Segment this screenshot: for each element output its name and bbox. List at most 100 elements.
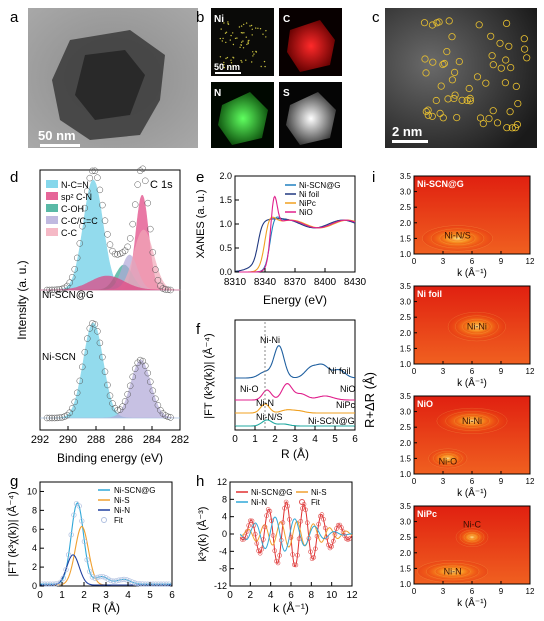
wavelet-x-tick-label: 12: [526, 477, 535, 486]
ni-dot: [251, 61, 253, 63]
r-space-fit-point: [137, 581, 143, 587]
r-space-line: [40, 525, 172, 586]
ft-x-tick-label: 6: [352, 434, 358, 445]
r-space-legend-label: Ni-SCN@G: [114, 486, 155, 495]
atom-marker: [432, 96, 440, 105]
wavelet-y-tick-label: 2.5: [400, 423, 412, 432]
panel-label-e: e: [196, 169, 204, 186]
wavelet-x-tick-label: 6: [470, 587, 475, 596]
xps-data-point: [126, 235, 134, 242]
ni-dot: [265, 30, 267, 32]
r-space-legend-label: Fit: [114, 516, 124, 525]
h-x-tick-label: 4: [268, 590, 274, 601]
xps-data-point: [76, 240, 84, 247]
k-space-fit-point: [243, 534, 248, 539]
r-space-fit-point: [79, 518, 85, 524]
ni-dot: [245, 59, 247, 61]
ni-dot: [232, 32, 234, 34]
xps-data-point: [152, 266, 159, 273]
wavelet-maps: Ni-SCN@G Ni-N/S 1.0 1.5 2.0 2.5 3.0 3.5 0 3 6 9 12 k …: [400, 172, 535, 609]
xps-component: [40, 275, 180, 291]
xanes-x-tick-label: 8340: [254, 277, 277, 288]
wavelet-annotation: Ni-N: [444, 567, 462, 577]
xps-data-point: [53, 286, 61, 293]
xps-data-point: [43, 414, 51, 422]
ft-x-tick-label: 2: [272, 434, 278, 445]
xps-legend-label: sp² C-N: [61, 192, 92, 202]
xanes-y-tick-label: 0.0: [219, 267, 232, 277]
xps-data-point: [114, 406, 121, 414]
xps-legend-swatch: [46, 228, 58, 236]
xps-data-point: [71, 266, 78, 273]
panel-label-b: b: [196, 9, 204, 26]
atom-marker: [493, 119, 502, 127]
r-space-legend-label: Ni-S: [114, 496, 130, 505]
h-x-tick-label: 0: [227, 590, 233, 601]
r-space-fit-point: [44, 581, 51, 587]
xps-data-point: [157, 282, 164, 290]
xps-data-point: [134, 181, 141, 188]
wavelet-x-tick-label: 12: [526, 257, 535, 266]
f-annot-ni-o: Ni-O: [240, 384, 259, 394]
ni-dot: [225, 57, 227, 60]
r-space-fit-point: [108, 577, 114, 584]
wavelet-y-tick-label: 2.0: [400, 329, 412, 338]
xps-data-point: [162, 286, 169, 293]
xps-legend-label: N-C=N: [61, 180, 89, 190]
xanes-line: [234, 218, 356, 272]
wavelet-x-tick-label: 9: [499, 587, 504, 596]
wavelet-y-tick-label: 2.5: [400, 533, 412, 542]
panel-f: f 0 1 2 3 4 5 6 Ni-Ni Ni foil Ni-O NiO Ni-N Ni…: [196, 319, 358, 461]
xps-data-point: [119, 403, 126, 410]
ni-dot: [243, 32, 245, 34]
xps-data-point: [139, 165, 147, 173]
xps-data-point: [48, 286, 56, 294]
xps-data-point: [86, 325, 94, 332]
r-space-fit-point: [142, 581, 148, 587]
k-space-fit-curves: [239, 499, 353, 568]
ni-dot: [230, 59, 232, 61]
wavelet-y-tick-label: 3.5: [400, 172, 412, 181]
xanes-x-tick-label: 8370: [284, 277, 307, 288]
atom-marker: [443, 47, 451, 56]
r-space-fit-point: [60, 575, 66, 581]
r-space-fit-point: [58, 579, 64, 585]
panel-b: b Ni 50 nm C N S: [196, 8, 342, 148]
wavelet-annotation: Ni-O: [439, 457, 458, 467]
r-space-fit-curves: [39, 500, 172, 587]
xps-tick-label: 284: [143, 434, 161, 446]
xanes-y-tick-label: 0.5: [219, 243, 232, 253]
eds-label-ni: Ni: [214, 14, 224, 25]
k-space-fit-point: [295, 552, 300, 558]
ft-y-label: |FT (k³χ(k))| (Å⁻⁴): [202, 333, 215, 418]
ni-dot: [259, 28, 262, 30]
ni-dot: [239, 46, 241, 48]
ni-dot: [255, 50, 257, 53]
atom-marker: [506, 108, 514, 116]
ft-x-tick-label: 1: [252, 434, 258, 445]
xps-data-point: [101, 217, 109, 224]
xps-data-point: [121, 247, 129, 254]
xps-data-point: [129, 373, 136, 381]
atom-marker: [436, 109, 444, 118]
wavelet-x-label: k (Å⁻¹): [457, 596, 487, 609]
wavelet-y-tick-label: 1.5: [400, 454, 412, 463]
ni-dot: [240, 44, 242, 46]
k-space-fit-point: [257, 550, 263, 556]
f-annot-ni-foil: Ni foil: [328, 366, 351, 376]
ni-dot: [262, 33, 264, 35]
ni-dot: [247, 41, 249, 43]
wavelet-contour: [463, 417, 482, 425]
scale-bar-a-label: 50 nm: [38, 128, 76, 143]
wavelet-contour: [467, 534, 477, 540]
xps-data-point: [99, 201, 106, 209]
g-x-tick-label: 4: [125, 590, 131, 601]
panel-label-i: i: [372, 169, 375, 186]
h-x-tick-label: 8: [309, 590, 315, 601]
atom-marker: [513, 120, 522, 129]
k-space-line: [239, 516, 352, 552]
atom-marker: [489, 107, 497, 115]
xanes-curves: [234, 195, 356, 273]
k-space-fit-point: [311, 555, 317, 560]
wavelet-y-tick-label: 1.0: [400, 470, 412, 479]
